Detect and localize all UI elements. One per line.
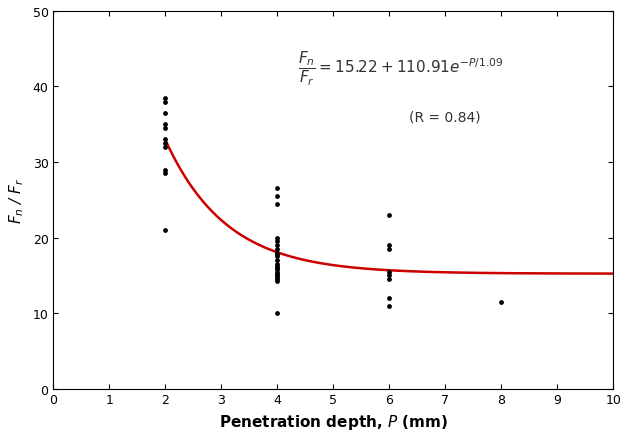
Point [160, 137, 170, 144]
Point [384, 276, 394, 283]
Point [160, 121, 170, 128]
Point [384, 272, 394, 279]
Point [273, 253, 283, 260]
Point [160, 227, 170, 234]
Point [273, 238, 283, 245]
Point [160, 170, 170, 177]
Point [160, 125, 170, 132]
Point [273, 261, 283, 268]
Point [273, 251, 283, 258]
Point [273, 201, 283, 208]
Point [273, 263, 283, 270]
Point [273, 272, 283, 279]
Point [273, 265, 283, 272]
Point [496, 299, 506, 306]
Point [273, 186, 283, 193]
Text: (R = 0.84): (R = 0.84) [409, 110, 481, 124]
Point [273, 242, 283, 249]
Point [160, 95, 170, 102]
Point [273, 234, 283, 241]
Point [384, 302, 394, 309]
Point [160, 167, 170, 174]
Point [273, 257, 283, 264]
Text: $\dfrac{F_n}{F_r} = 15.22 + 110.91e^{-P/1.09}$: $\dfrac{F_n}{F_r} = 15.22 + 110.91e^{-P/… [298, 49, 503, 88]
Point [273, 274, 283, 281]
Point [273, 266, 283, 273]
Point [273, 271, 283, 278]
Point [384, 246, 394, 253]
Point [273, 310, 283, 317]
X-axis label: Penetration depth, $\mathit{P}$ (mm): Penetration depth, $\mathit{P}$ (mm) [219, 412, 448, 431]
Point [160, 99, 170, 106]
Point [384, 242, 394, 249]
Point [273, 250, 283, 257]
Point [160, 144, 170, 151]
Point [273, 268, 283, 276]
Point [273, 278, 283, 285]
Point [160, 140, 170, 147]
Point [273, 276, 283, 283]
Point [384, 212, 394, 219]
Point [273, 246, 283, 253]
Point [160, 110, 170, 117]
Point [384, 268, 394, 276]
Point [273, 193, 283, 200]
Point [384, 295, 394, 302]
Y-axis label: $\mathit{F_n}$ / $\mathit{F_r}$: $\mathit{F_n}$ / $\mathit{F_r}$ [7, 177, 26, 223]
